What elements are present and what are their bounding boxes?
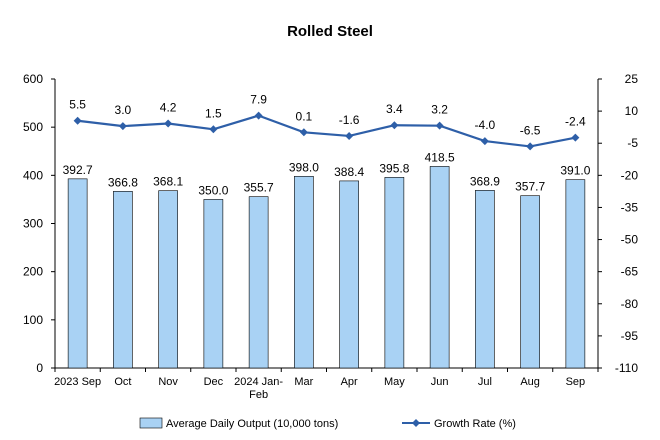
growth-point (254, 111, 263, 120)
bar (384, 177, 405, 369)
bar-data-label: 357.7 (515, 180, 545, 194)
y-right-tick-label: -5 (627, 136, 638, 150)
y-right-tick-label: -20 (621, 168, 639, 182)
y-left-tick-label: 300 (23, 217, 43, 231)
y-left-tick-label: 400 (23, 168, 43, 182)
bar-data-label: 392.7 (63, 163, 93, 177)
x-tick-label: May (384, 376, 405, 388)
growth-line (77, 114, 576, 148)
growth-point (73, 116, 82, 125)
y-right-tick-label: -35 (621, 200, 639, 214)
bar-data-label: 418.5 (425, 150, 455, 164)
growth-point (118, 122, 127, 131)
bar-data-label: 350.0 (198, 183, 228, 197)
y-right-tick-label: -80 (621, 297, 639, 311)
growth-point (571, 133, 580, 142)
growth-data-label: 4.2 (160, 101, 177, 115)
growth-data-label: -6.5 (520, 123, 541, 137)
bar-data-label: 391.0 (560, 164, 590, 178)
growth-data-label: -4.0 (475, 118, 496, 132)
y-left-tick-label: 500 (23, 120, 43, 134)
bar (248, 196, 269, 369)
x-tick-label: Nov (158, 376, 178, 388)
x-tick-label: Jun (431, 376, 449, 388)
x-tick-label: 2024 Jan- (234, 376, 283, 388)
growth-point (435, 121, 444, 130)
y-right-tick-label: -110 (615, 361, 638, 375)
x-tick-label: Aug (520, 376, 540, 388)
bar (113, 191, 133, 369)
legend-marker-growth (412, 419, 420, 427)
y-right-tick-label: -65 (621, 265, 639, 279)
growth-point (390, 121, 399, 130)
growth-data-label: 5.5 (69, 98, 86, 112)
bar (158, 190, 178, 369)
x-tick-label: Dec (204, 376, 224, 388)
bar-data-label: 395.8 (379, 161, 409, 175)
y-right-tick-label: -50 (621, 233, 639, 247)
bar (565, 179, 586, 369)
bar (429, 166, 450, 369)
growth-data-label: -1.6 (339, 113, 360, 127)
bar (475, 190, 495, 369)
growth-data-label: 0.1 (296, 109, 313, 123)
legend-label-output: Average Daily Output (10,000 tons) (166, 418, 338, 430)
growth-point (299, 128, 308, 137)
legend-label-growth: Growth Rate (%) (434, 418, 516, 430)
growth-data-label: 3.4 (386, 102, 403, 116)
growth-point (164, 119, 173, 128)
growth-point (480, 137, 489, 146)
bar (203, 199, 224, 369)
y-right-tick-label: -95 (621, 329, 639, 343)
bar (67, 178, 88, 369)
growth-data-label: 1.5 (205, 106, 222, 120)
x-tick-label-cont: Feb (249, 389, 268, 401)
bar-data-label: 368.9 (470, 174, 500, 188)
y-right-tick-label: 10 (625, 104, 639, 118)
bar (520, 195, 540, 369)
growth-data-label: 7.9 (250, 93, 267, 107)
bar (339, 180, 359, 369)
bar-data-label: 388.4 (334, 165, 364, 179)
x-tick-label: Jul (478, 376, 492, 388)
x-tick-label: Mar (294, 376, 313, 388)
y-left-tick-label: 0 (36, 361, 43, 375)
bar-data-label: 368.1 (153, 175, 183, 189)
bar-data-label: 355.7 (244, 181, 274, 195)
x-tick-label: 2023 Sep (54, 376, 101, 388)
x-tick-label: Oct (114, 376, 131, 388)
y-left-tick-label: 200 (23, 265, 43, 279)
x-tick-label: Apr (341, 376, 358, 388)
growth-data-label: 3.0 (115, 103, 132, 117)
growth-point (526, 142, 535, 151)
bar (294, 175, 314, 369)
y-right-tick-label: 25 (625, 72, 639, 86)
chart-title: Rolled Steel (287, 23, 373, 40)
y-left-tick-label: 600 (23, 72, 43, 86)
plot-area: 0 100 200 300 400 500 600 25 10 -5 -20 -35 -50 -65 -80… (23, 72, 638, 401)
growth-data-label: -2.4 (565, 115, 586, 129)
x-tick-label: Sep (566, 376, 586, 388)
growth-data-label: 3.2 (431, 103, 448, 117)
bar-data-label: 366.8 (108, 175, 138, 189)
growth-point (345, 131, 354, 140)
legend: Average Daily Output (10,000 tons) Growt… (139, 417, 516, 430)
y-left-tick-label: 100 (23, 313, 43, 327)
legend-swatch-output (139, 417, 163, 429)
growth-point (209, 125, 218, 134)
bar-data-label: 398.0 (289, 160, 319, 174)
